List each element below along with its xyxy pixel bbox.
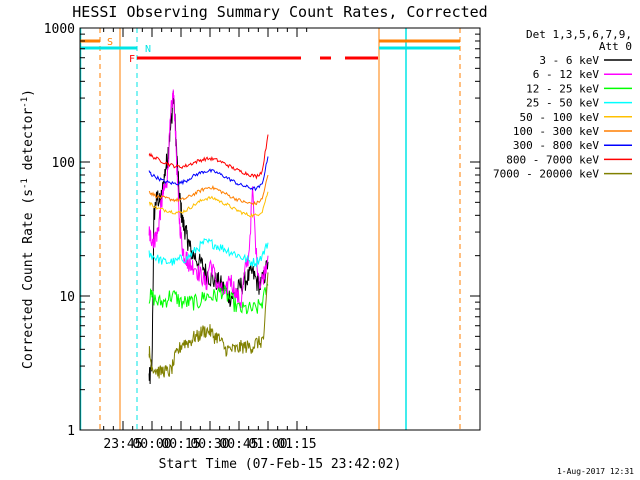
legend-label-4: 25 - 50 keV — [526, 97, 599, 110]
y-axis-label-main: Corrected Count Rate (s — [21, 189, 36, 369]
legend-label-6: 100 - 300 keV — [513, 125, 599, 138]
series-line-8 — [148, 134, 269, 180]
x-tick-label-0: 23:45 — [103, 437, 142, 452]
series-lines — [148, 89, 269, 385]
y-axis-label-sup2: -1 — [20, 97, 30, 108]
flag-label-f: F — [129, 54, 135, 65]
x-tick-label-1: 00:00 — [132, 437, 171, 452]
legend-label-3: 12 - 25 keV — [526, 82, 599, 95]
observing-flags: S NF — [79, 28, 461, 430]
y-tick-label-1: 10 — [59, 290, 75, 305]
footer-date: 1-Aug-2017 12:31 — [557, 467, 634, 476]
x-tick-label-4: 00:45 — [219, 437, 258, 452]
legend-label-9: 7000 - 20000 keV — [493, 168, 599, 181]
legend-header-line2: Att 0 — [599, 40, 632, 53]
y-tick-label-0: 1 — [67, 424, 75, 439]
x-tick-label-2: 00:15 — [161, 437, 200, 452]
flag-label-s: S — [107, 37, 113, 48]
series-line-9 — [148, 272, 269, 379]
y-axis-label-mid: detector — [21, 108, 36, 179]
y-axis-label-sup1: -1 — [20, 178, 30, 189]
x-tick-label-6: 01:15 — [277, 437, 316, 452]
legend-label-5: 50 - 100 keV — [520, 111, 600, 124]
series-line-7 — [148, 156, 269, 192]
y-axis-label: Corrected Count Rate (s-1 detector-1) — [20, 89, 36, 369]
flag-label-n: N — [145, 44, 151, 55]
y-axis-ticks: 1 10 100 1000 — [44, 22, 480, 439]
legend-label-1: 3 - 6 keV — [539, 54, 599, 67]
series-line-4 — [148, 237, 269, 268]
series-line-6 — [148, 174, 269, 207]
legend-label-2: 6 - 12 keV — [533, 68, 600, 81]
series-line-1 — [148, 90, 269, 385]
chart-title: HESSI Observing Summary Count Rates, Cor… — [72, 3, 487, 21]
legend-header-line1: Det 1,3,5,6,7,9, — [526, 28, 632, 41]
legend-label-7: 300 - 800 keV — [513, 139, 599, 152]
y-tick-label-3: 1000 — [44, 22, 75, 37]
plot-frame — [79, 27, 481, 431]
series-line-3 — [148, 282, 269, 315]
x-axis-label: Start Time (07-Feb-15 23:42:02) — [159, 457, 402, 472]
legend-label-8: 800 - 7000 keV — [506, 153, 599, 166]
x-tick-label-5: 01:00 — [248, 437, 287, 452]
y-tick-label-2: 100 — [52, 156, 75, 171]
x-tick-label-3: 00:30 — [190, 437, 229, 452]
y-axis-label-end: ) — [21, 89, 36, 97]
series-line-2 — [148, 89, 269, 308]
series-line-5 — [149, 191, 269, 219]
